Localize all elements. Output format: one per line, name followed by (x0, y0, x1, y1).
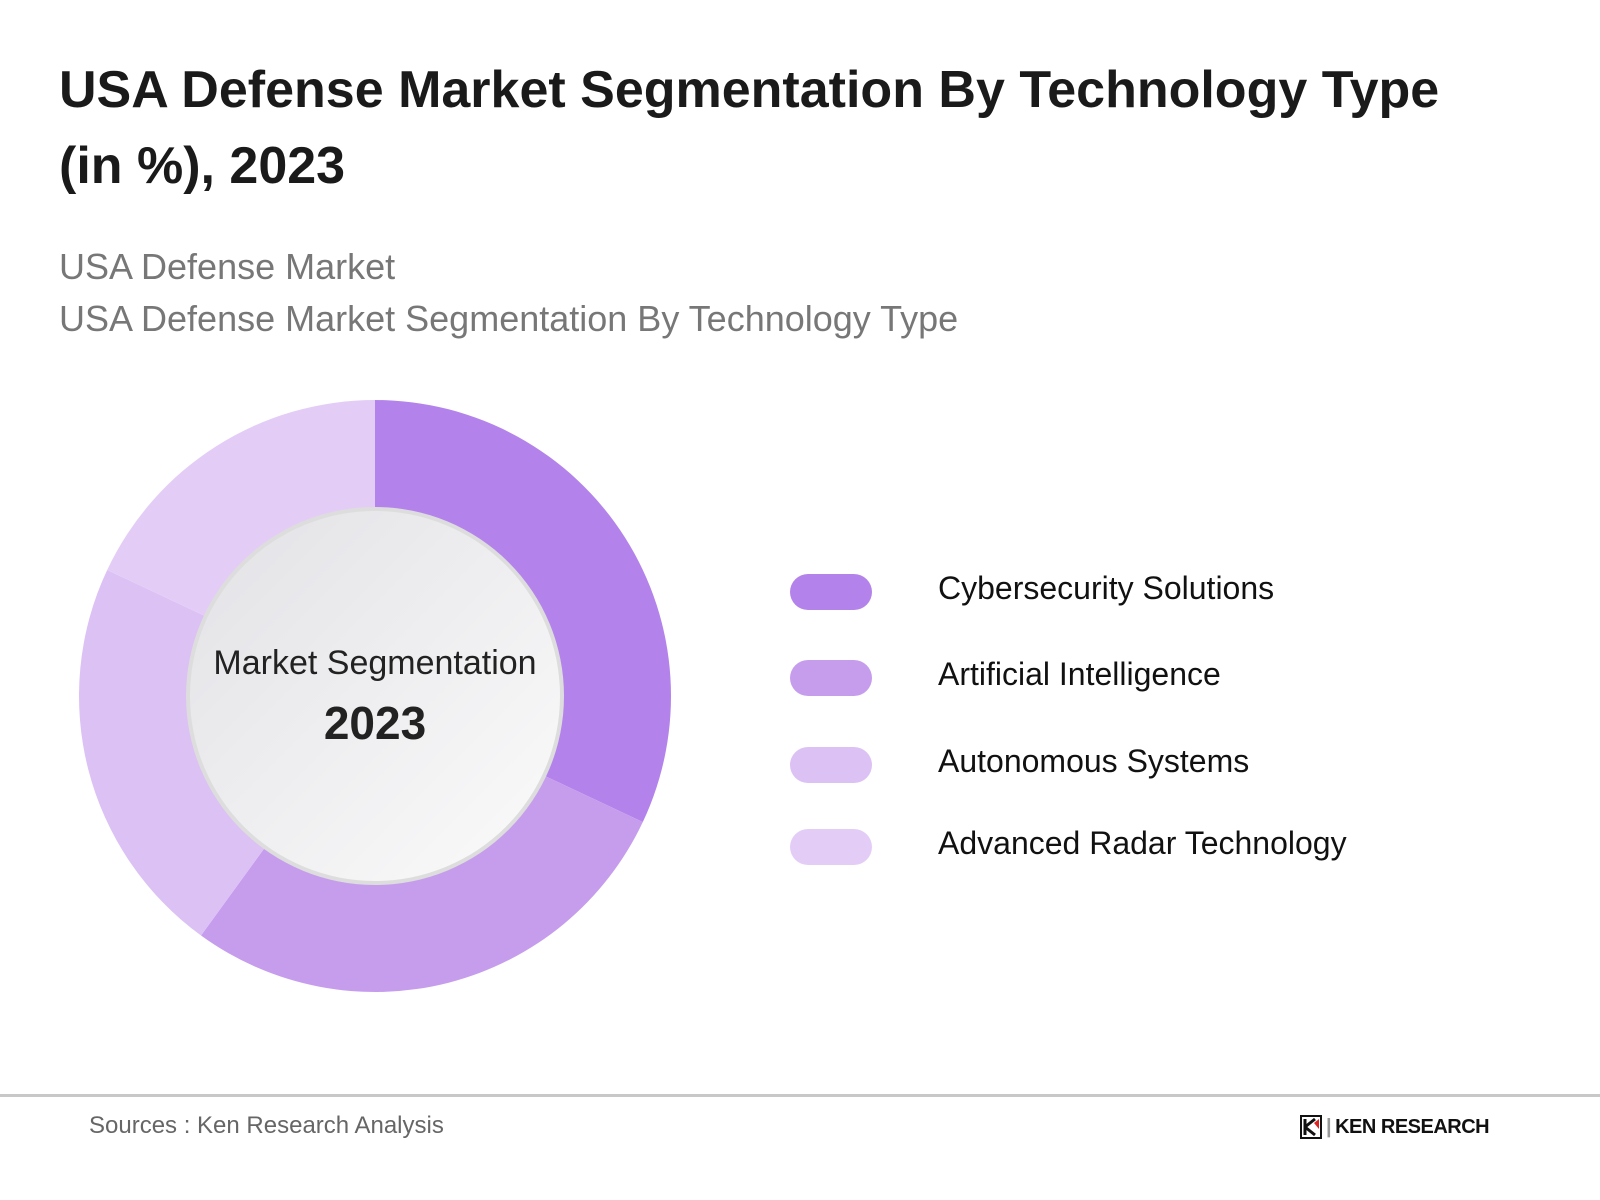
legend-swatch (790, 829, 872, 865)
legend-label: Cybersecurity Solutions (938, 570, 1275, 606)
legend-label: Advanced Radar Technology (938, 825, 1347, 861)
subtitle-line-1: USA Defense Market (59, 246, 396, 287)
legend-label: Autonomous Systems (938, 743, 1250, 779)
source-note: Sources : Ken Research Analysis (89, 1112, 444, 1139)
footer-divider (0, 1094, 1600, 1097)
slice-advanced-radar-technology (107, 400, 375, 633)
legend-label: Artificial Intelligence (938, 656, 1221, 692)
ken-research-logo: | KEN RESEARCH (1300, 1115, 1490, 1139)
donut-chart (79, 400, 671, 992)
legend-swatch (790, 574, 872, 610)
chart-title: USA Defense Market Segmentation By Techn… (59, 61, 1440, 195)
slice-autonomous-systems (79, 569, 287, 936)
legend-item: Autonomous Systems (790, 743, 1490, 785)
center-label: Market Segmentation (213, 644, 537, 682)
logo-text: KEN RESEARCH (1335, 1115, 1490, 1138)
ken-logo-icon (1300, 1115, 1322, 1139)
legend-item: Advanced Radar Technology (790, 825, 1490, 867)
legend-item: Artificial Intelligence (790, 656, 1490, 698)
center-year: 2023 (323, 697, 427, 749)
legend-swatch (790, 660, 872, 696)
legend-item: Cybersecurity Solutions (790, 570, 1490, 612)
center-disc (190, 511, 560, 881)
legend-swatch (790, 747, 872, 783)
subtitle-line-2: USA Defense Market Segmentation By Techn… (59, 298, 959, 339)
